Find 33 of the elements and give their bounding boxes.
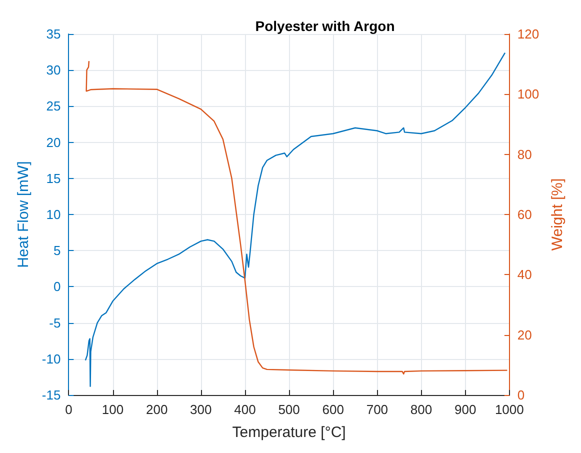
x-tick-label: 700 <box>366 402 388 417</box>
y-tick-label: 10 <box>46 207 61 222</box>
y-tick-label: -5 <box>49 315 61 330</box>
x-tick-label: 100 <box>102 402 124 417</box>
y-tick-label: 35 <box>46 26 61 42</box>
y-tick-label: 0 <box>53 279 61 294</box>
y2-axis-title: Weight [%] <box>549 178 566 251</box>
x-tick-label: 800 <box>410 402 432 417</box>
y-tick-label: -10 <box>42 351 61 366</box>
y2-tick-label: 60 <box>517 207 532 222</box>
x-tick-label: 300 <box>190 402 212 417</box>
x-tick-label: 900 <box>454 402 476 417</box>
y-tick-label: -15 <box>42 388 61 402</box>
y-tick-label: 20 <box>46 134 61 150</box>
x-tick-label: 400 <box>234 402 256 417</box>
y-tick-label: 5 <box>53 243 61 258</box>
y-axis-title: Heat Flow [mW] <box>15 161 32 268</box>
x-tick-label: 0 <box>65 402 72 417</box>
chart-title: Polyester with Argon <box>255 18 395 34</box>
y2-tick-label: 80 <box>517 146 532 162</box>
y-tick-label: 25 <box>46 98 61 114</box>
y-tick-label: 30 <box>46 62 61 78</box>
y2-tick-label: 100 <box>517 86 540 102</box>
y2-tick-label: 120 <box>517 26 540 42</box>
y2-tick-label: 0 <box>517 388 525 402</box>
x-tick-label: 600 <box>322 402 344 417</box>
y2-tick-label: 40 <box>517 267 532 282</box>
x-tick-label: 1000 <box>494 402 524 417</box>
x-tick-label: 200 <box>146 402 168 417</box>
x-tick-label: 500 <box>278 402 300 417</box>
y2-tick-label: 20 <box>517 327 532 342</box>
x-axis-title: Temperature [°C] <box>232 424 346 441</box>
y-tick-label: 15 <box>46 170 61 186</box>
